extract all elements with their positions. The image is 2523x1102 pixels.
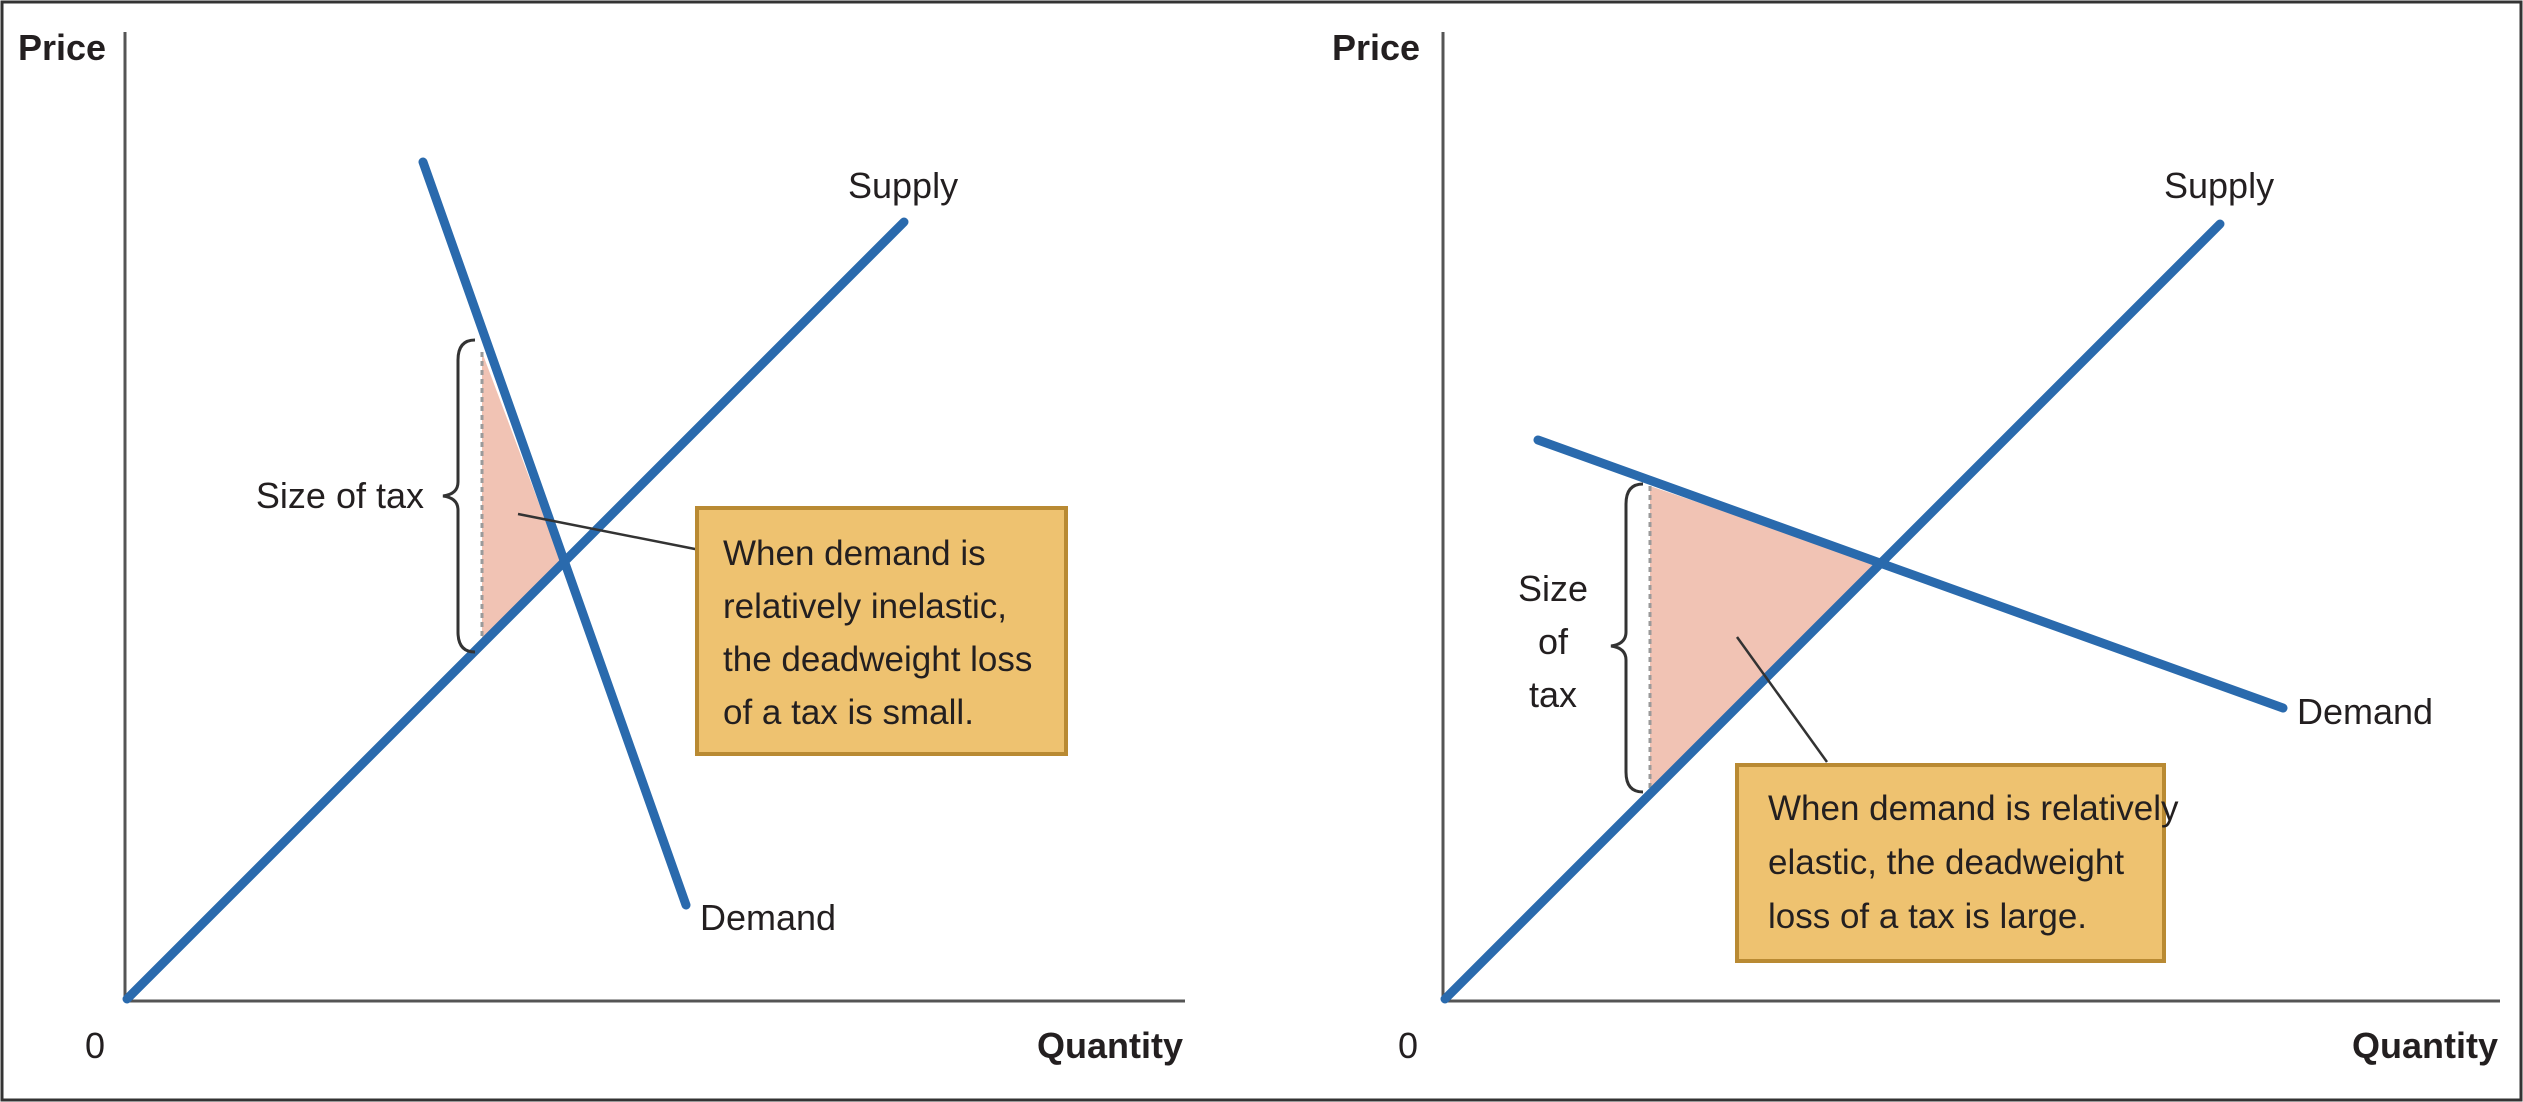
demand-label: Demand <box>2297 691 2433 732</box>
tax-label: of <box>1538 621 1569 662</box>
demand-curve <box>418 157 691 910</box>
callout-leader <box>1735 636 1829 763</box>
callout-line: of a tax is small. <box>723 693 974 732</box>
callout-box <box>1735 763 2166 963</box>
panel-elastic: Price Quantity 0 Supply Demand Size of t… <box>1332 27 2500 1066</box>
callout-leader <box>517 512 701 552</box>
supply-curve <box>122 217 909 1004</box>
callout-line: When demand is <box>723 534 986 573</box>
origin-label: 0 <box>85 1025 105 1066</box>
y-axis-label: Price <box>18 27 106 68</box>
callout-line: relatively inelastic, <box>723 587 1007 626</box>
deadweight-loss-triangle <box>482 352 561 640</box>
x-axis-label: Quantity <box>2352 1025 2498 1066</box>
demand-curve <box>1533 435 2288 713</box>
callout-box <box>695 506 1068 756</box>
tax-label: Size <box>1518 568 1588 609</box>
tax-brace <box>442 338 476 654</box>
x-axis-label: Quantity <box>1037 1025 1183 1066</box>
supply-label: Supply <box>2164 165 2274 206</box>
tax-brace <box>1610 482 1644 794</box>
panel-inelastic: Price Quantity 0 Supply Demand Size of t… <box>18 27 1185 1066</box>
origin-label: 0 <box>1398 1025 1418 1066</box>
supply-label: Supply <box>848 165 958 206</box>
demand-label: Demand <box>700 897 836 938</box>
callout-line: loss of a tax is large. <box>1768 897 2087 936</box>
callout-line: elastic, the deadweight <box>1768 843 2124 882</box>
callout-line: the deadweight loss <box>723 640 1032 679</box>
tax-label: Size of tax <box>256 475 424 516</box>
supply-curve <box>1440 219 2225 1004</box>
tax-label: tax <box>1529 674 1577 715</box>
deadweight-loss-triangle <box>1650 486 1876 789</box>
y-axis-label: Price <box>1332 27 1420 68</box>
callout-line: When demand is relatively <box>1768 789 2179 828</box>
